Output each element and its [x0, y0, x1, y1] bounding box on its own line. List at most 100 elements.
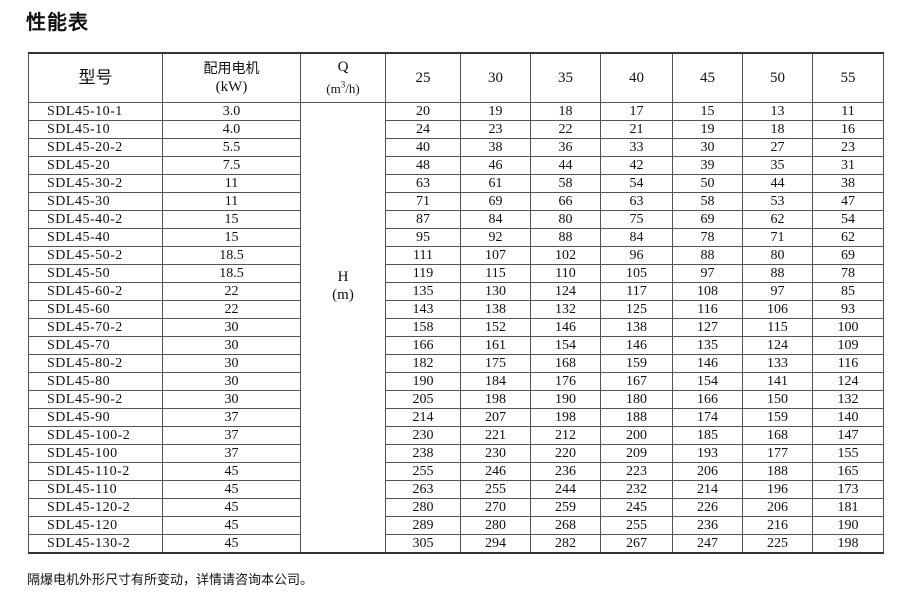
- head-value-cell: 69: [672, 210, 743, 229]
- head-value-cell: 221: [460, 426, 531, 445]
- head-value-cell: 102: [530, 246, 601, 265]
- header-flow: 30: [460, 52, 531, 103]
- head-value-cell: 30: [672, 138, 743, 157]
- model-cell: SDL45-70-2: [28, 318, 163, 337]
- h-label: H: [337, 269, 349, 285]
- motor-power-cell: 7.5: [162, 156, 301, 175]
- head-value-cell: 255: [460, 480, 531, 499]
- header-flow: 25: [385, 52, 461, 103]
- q-unit-sup: 3: [340, 79, 346, 90]
- header-q-label: Q: [337, 58, 349, 75]
- head-value-cell: 110: [530, 264, 601, 283]
- head-value-cell: 146: [672, 354, 743, 373]
- head-value-cell: 111: [385, 246, 461, 265]
- head-value-cell: 50: [672, 174, 743, 193]
- motor-power-cell: 11: [162, 192, 301, 211]
- model-cell: SDL45-100-2: [28, 426, 163, 445]
- head-value-cell: 132: [812, 390, 884, 409]
- head-value-cell: 206: [672, 462, 743, 481]
- head-value-cell: 84: [460, 210, 531, 229]
- head-value-cell: 88: [530, 228, 601, 247]
- head-value-cell: 214: [385, 408, 461, 427]
- head-value-cell: 138: [600, 318, 673, 337]
- head-value-cell: 146: [530, 318, 601, 337]
- model-cell: SDL45-60-2: [28, 282, 163, 301]
- table-row: SDL45-90-2 30 205 198 190 180 166 150 132: [28, 390, 884, 409]
- head-value-cell: 174: [672, 408, 743, 427]
- head-value-cell: 294: [460, 534, 531, 554]
- head-value-cell: 238: [385, 444, 461, 463]
- head-value-cell: 168: [530, 354, 601, 373]
- motor-power-cell: 45: [162, 462, 301, 481]
- head-value-cell: 255: [385, 462, 461, 481]
- head-value-cell: 188: [742, 462, 813, 481]
- head-value-cell: 108: [672, 282, 743, 301]
- motor-power-cell: 30: [162, 390, 301, 409]
- head-value-cell: 188: [600, 408, 673, 427]
- head-value-cell: 225: [742, 534, 813, 554]
- head-value-cell: 96: [600, 246, 673, 265]
- model-cell: SDL45-90: [28, 408, 163, 427]
- head-value-cell: 69: [812, 246, 884, 265]
- motor-power-cell: 45: [162, 498, 301, 517]
- head-value-cell: 105: [600, 264, 673, 283]
- head-value-cell: 115: [742, 318, 813, 337]
- head-value-cell: 92: [460, 228, 531, 247]
- head-value-cell: 270: [460, 498, 531, 517]
- page-title: 性能表: [26, 10, 89, 34]
- model-cell: SDL45-10: [28, 120, 163, 139]
- table-row: SDL45-60 22 143 138 132 125 116 106 93: [28, 300, 884, 319]
- head-value-cell: 190: [385, 372, 461, 391]
- head-value-cell: 125: [600, 300, 673, 319]
- motor-power-cell: 30: [162, 336, 301, 355]
- head-value-cell: 140: [812, 408, 884, 427]
- table-row: SDL45-40-2 15 87 84 80 75 69 62 54: [28, 210, 884, 229]
- head-value-cell: 247: [672, 534, 743, 554]
- footnote: 隔爆电机外形尺寸有所变动，详情请咨询本公司。: [27, 573, 314, 588]
- model-cell: SDL45-110-2: [28, 462, 163, 481]
- head-value-cell: 85: [812, 282, 884, 301]
- head-value-cell: 15: [672, 102, 743, 121]
- head-value-cell: 24: [385, 120, 461, 139]
- head-value-cell: 100: [812, 318, 884, 337]
- model-cell: SDL45-120: [28, 516, 163, 535]
- head-value-cell: 209: [600, 444, 673, 463]
- model-cell: SDL45-20-2: [28, 138, 163, 157]
- motor-power-cell: 30: [162, 318, 301, 337]
- table-row: SDL45-50 18.5 119 115 110 105 97 88 78: [28, 264, 884, 283]
- head-value-cell: 78: [812, 264, 884, 283]
- head-value-cell: 116: [672, 300, 743, 319]
- head-value-cell: 124: [742, 336, 813, 355]
- table-row: SDL45-20 7.5 48 46 44 42 39 35 31: [28, 156, 884, 175]
- head-value-cell: 127: [672, 318, 743, 337]
- head-value-cell: 93: [812, 300, 884, 319]
- head-value-cell: 115: [460, 264, 531, 283]
- head-value-cell: 152: [460, 318, 531, 337]
- head-value-cell: 18: [530, 102, 601, 121]
- table-row: SDL45-20-2 5.5 40 38 36 33 30 27 23: [28, 138, 884, 157]
- head-value-cell: 207: [460, 408, 531, 427]
- model-cell: SDL45-90-2: [28, 390, 163, 409]
- model-cell: SDL45-40-2: [28, 210, 163, 229]
- header-flow: 45: [672, 52, 743, 103]
- head-value-cell: 17: [600, 102, 673, 121]
- header-flow: 35: [530, 52, 601, 103]
- head-value-cell: 13: [742, 102, 813, 121]
- head-value-cell: 27: [742, 138, 813, 157]
- head-value-cell: 133: [742, 354, 813, 373]
- head-value-cell: 267: [600, 534, 673, 554]
- head-value-cell: 124: [530, 282, 601, 301]
- head-value-cell: 146: [600, 336, 673, 355]
- header-flow: 55: [812, 52, 884, 103]
- header-row: 型号 配用电机 (kW) Q (m3/h) 25 30 35 40 45 50 55: [28, 52, 884, 103]
- head-value-cell: 166: [385, 336, 461, 355]
- head-value-cell: 11: [812, 102, 884, 121]
- head-value-cell: 20: [385, 102, 461, 121]
- head-value-cell: 176: [530, 372, 601, 391]
- model-cell: SDL45-20: [28, 156, 163, 175]
- motor-power-cell: 5.5: [162, 138, 301, 157]
- table-row: SDL45-10-1 3.0 H (m) 20 19 18 17 15 13 11: [28, 102, 884, 554]
- head-value-cell: 150: [742, 390, 813, 409]
- table-row: SDL45-40 15 95 92 88 84 78 71 62: [28, 228, 884, 247]
- motor-power-cell: 11: [162, 174, 301, 193]
